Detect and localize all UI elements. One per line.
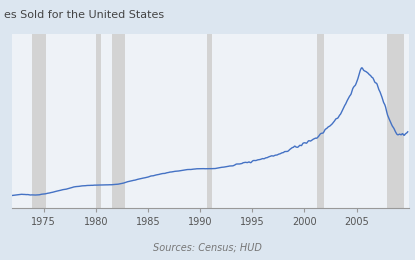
Bar	[387, 34, 403, 208]
Text: es Sold for the United States: es Sold for the United States	[4, 10, 164, 20]
Text: Sources: Census; HUD: Sources: Census; HUD	[153, 242, 262, 252]
Bar	[96, 34, 101, 208]
Bar	[32, 34, 46, 208]
Bar	[317, 34, 324, 208]
Bar	[112, 34, 125, 208]
Bar	[207, 34, 212, 208]
